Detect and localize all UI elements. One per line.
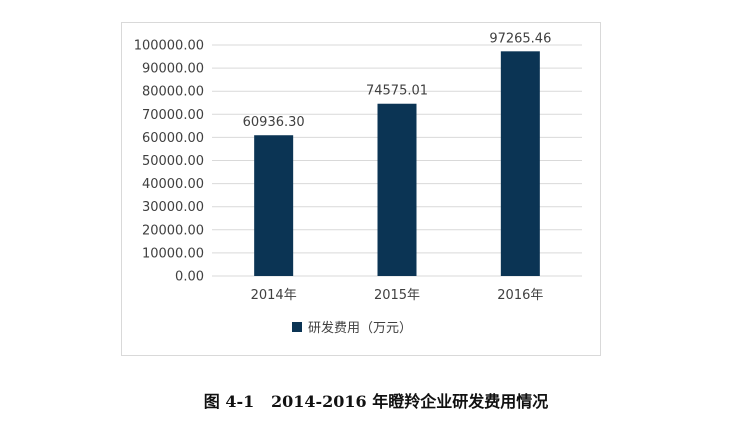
legend-label: 研发费用（万元） xyxy=(308,320,412,336)
data-label: 60936.30 xyxy=(243,115,305,130)
caption-text: 2014-2016 年瞪羚企业研发费用情况 xyxy=(270,392,549,411)
y-tick-label: 100000.00 xyxy=(134,39,204,54)
y-tick-label: 10000.00 xyxy=(142,246,204,261)
x-tick-label: 2016年 xyxy=(497,288,543,303)
bar-chart: 0.00 10000.00 20000.00 30000.00 40000.00 5000… xyxy=(134,31,582,336)
y-tick-label: 0.00 xyxy=(175,270,204,285)
x-tick-label: 2014年 xyxy=(251,288,297,303)
y-tick-label: 60000.00 xyxy=(142,131,204,146)
chart-frame: 0.00 10000.00 20000.00 30000.00 40000.00 5000… xyxy=(121,22,601,356)
y-tick-label: 80000.00 xyxy=(142,85,204,100)
bar xyxy=(254,135,294,276)
y-tick-label: 40000.00 xyxy=(142,177,204,192)
y-tick-label: 20000.00 xyxy=(142,223,204,238)
y-tick-label: 70000.00 xyxy=(142,108,204,123)
y-tick-label: 50000.00 xyxy=(142,154,204,169)
bar xyxy=(500,51,540,276)
caption-figure-number: 图 4-1 xyxy=(203,392,255,411)
data-label: 97265.46 xyxy=(489,31,551,46)
legend-swatch xyxy=(292,322,302,332)
bar xyxy=(377,103,417,277)
figure-caption: 图 4-1 2014-2016 年瞪羚企业研发费用情况 xyxy=(0,388,752,412)
x-tick-label: 2015年 xyxy=(374,288,420,303)
y-tick-label: 30000.00 xyxy=(142,200,204,215)
y-tick-label: 90000.00 xyxy=(142,62,204,77)
data-label: 74575.01 xyxy=(366,84,428,99)
